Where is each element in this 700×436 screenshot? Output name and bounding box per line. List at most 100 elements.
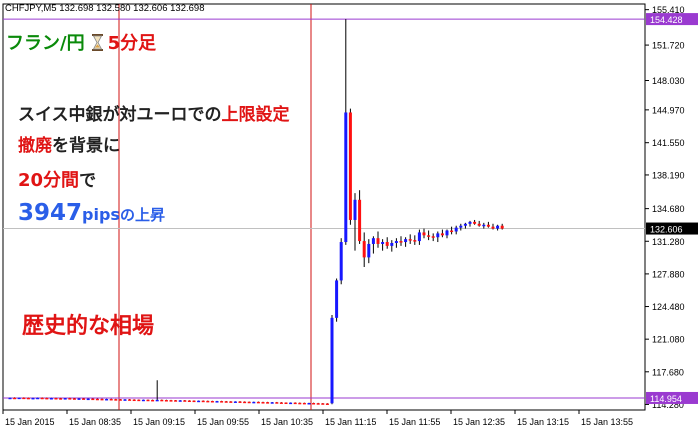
candle-body: [422, 232, 426, 236]
candle-body: [335, 280, 339, 318]
candle-body: [408, 239, 412, 241]
x-tick-label: 15 Jan 08:35: [69, 417, 121, 427]
pips-unit: pips: [82, 205, 120, 224]
candle-body: [330, 317, 334, 404]
candle-body: [192, 400, 196, 403]
candle-body: [36, 397, 40, 400]
candle-body: [436, 233, 440, 238]
candle-body: [256, 401, 260, 404]
candle-body: [123, 399, 127, 401]
candle-body: [233, 401, 237, 403]
candle-body: [72, 398, 76, 400]
y-tick-label: 124.480: [652, 302, 685, 312]
candle-body: [243, 401, 247, 404]
candle-body: [169, 400, 173, 402]
candle-body: [114, 399, 118, 401]
candle-body: [459, 225, 463, 228]
candle-body: [307, 402, 311, 405]
candle-body: [109, 398, 113, 401]
candle-body: [261, 402, 265, 404]
x-tick-label: 15 Jan 09:55: [197, 417, 249, 427]
candle-body: [31, 397, 35, 400]
candle-body: [496, 225, 500, 229]
candle-body: [463, 223, 467, 226]
candle-body: [40, 397, 44, 400]
annotation-line-2-highlight: 撤廃: [18, 136, 52, 156]
candle-body: [321, 403, 325, 405]
annotation-line-1: スイス中銀が対ユーロでの上限設定: [18, 100, 290, 125]
candle-body: [118, 399, 122, 401]
candle-body: [348, 112, 352, 220]
y-tick-label: 114.280: [652, 400, 684, 410]
candle-body: [270, 402, 274, 404]
candle-body: [68, 398, 72, 400]
high-price-label: 154.428: [650, 15, 683, 25]
title-pair: フラン/円: [6, 33, 85, 54]
current-price-label-bg: [646, 222, 698, 235]
annotation-line-2: 撤廃を背景に: [18, 131, 120, 156]
candle-body: [160, 399, 164, 402]
low-price-label: 114.954: [650, 394, 682, 404]
candle-body: [105, 398, 109, 401]
candle-body: [289, 402, 293, 405]
candle-body: [358, 199, 362, 242]
candle-body: [482, 224, 486, 227]
candle-body: [59, 398, 63, 400]
candle-body: [17, 397, 21, 400]
candle-body: [22, 397, 26, 400]
candle-body: [54, 398, 58, 400]
candle-body: [151, 399, 155, 402]
candle-body: [473, 221, 477, 224]
candle-body: [146, 399, 150, 402]
x-tick-label: 15 Jan 11:55: [389, 417, 440, 427]
candle-body: [137, 399, 141, 402]
candle-body: [13, 397, 17, 400]
x-tick-label: 15 Jan 10:35: [261, 417, 313, 427]
candle-body: [440, 233, 444, 236]
annotation-line-3-highlight: 20分間: [18, 170, 80, 191]
candle-body: [399, 241, 403, 243]
candle-body: [279, 402, 283, 404]
candle-body: [164, 400, 168, 402]
y-tick-label: 151.720: [652, 41, 685, 51]
hourglass-icon: [91, 34, 103, 51]
candle-body: [491, 226, 495, 229]
candle-body: [468, 221, 472, 224]
candle-body: [302, 402, 306, 405]
candle-body: [100, 398, 104, 401]
candle-body: [477, 223, 481, 226]
candle-body: [229, 401, 233, 403]
y-tick-label: 138.190: [652, 170, 685, 180]
candle-body: [344, 112, 348, 243]
plot-frame: [2, 3, 646, 411]
candle-body: [49, 398, 53, 400]
annotation-line-1-text: スイス中銀が対ユーロでの: [18, 105, 222, 125]
y-tick-label: 121.080: [652, 335, 685, 345]
candle-body: [215, 401, 219, 403]
title-label: フラン/円 5分足: [6, 29, 156, 55]
candle-body: [252, 401, 256, 404]
candle-body: [82, 398, 86, 400]
x-tick-label: 15 Jan 09:15: [133, 417, 185, 427]
candle-body: [450, 230, 454, 233]
candle-body: [390, 242, 394, 246]
x-tick-label: 15 Jan 11:15: [325, 417, 376, 427]
candle-body: [404, 239, 408, 243]
x-tick-label: 15 Jan 13:15: [517, 417, 569, 427]
y-tick-label: 144.970: [652, 105, 685, 115]
x-tick-label: 15 Jan 2015: [5, 417, 55, 427]
candle-body: [385, 242, 389, 246]
annotation-line-1-highlight: 上限設定: [221, 105, 290, 125]
candle-body: [486, 224, 490, 227]
candle-body: [266, 402, 270, 404]
candle-body: [394, 241, 398, 243]
candle-body: [500, 225, 504, 229]
candle-body: [367, 243, 371, 258]
candle-body: [8, 397, 12, 400]
current-price-label: 132.606: [650, 225, 683, 235]
y-tick-label: 148.030: [652, 76, 685, 86]
annotation-line-2-text: を背景に: [52, 136, 120, 156]
candle-body: [224, 401, 228, 403]
